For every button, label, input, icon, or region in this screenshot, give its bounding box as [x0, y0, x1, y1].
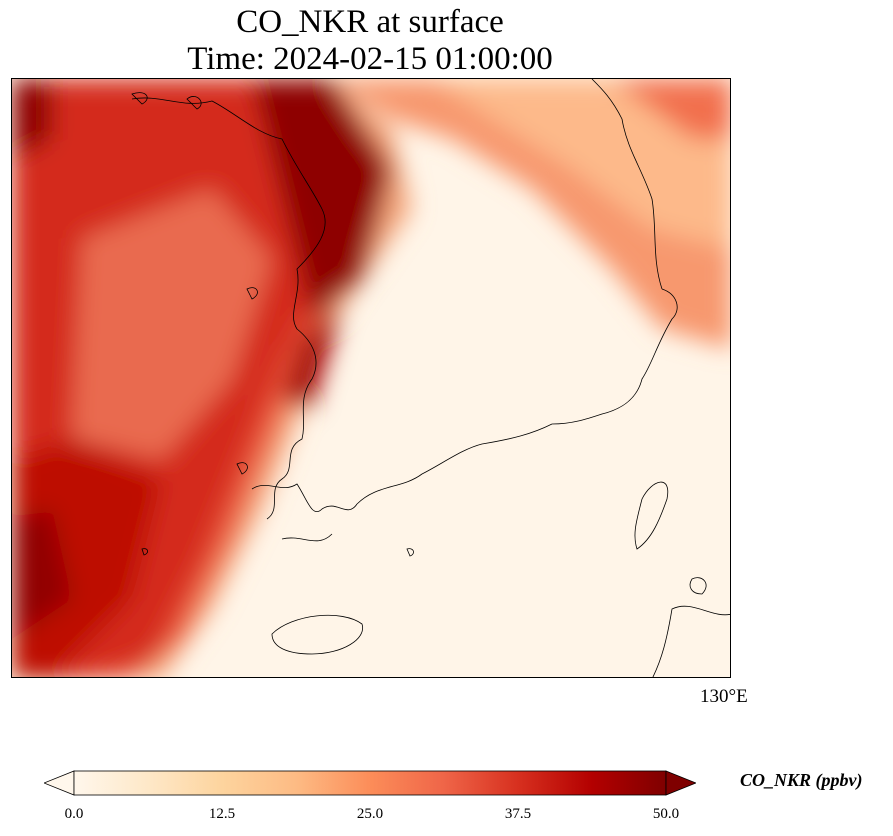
colorbar-min-extend: [44, 770, 75, 796]
colorbar-label: CO_NKR (ppbv): [740, 770, 863, 790]
colorbar-max-extend: [665, 770, 696, 796]
longitude-tick-label: 130°E: [700, 686, 748, 707]
concentration-field: [12, 79, 730, 677]
colorbar-tick-label: 50.0: [652, 806, 680, 822]
colorbar: [44, 770, 696, 796]
colorbar-tick-label: 12.5: [208, 806, 236, 822]
map-panel: [11, 78, 731, 678]
colorbar-tick-label: 25.0: [356, 806, 384, 822]
colorbar-tick-label: 0.0: [64, 806, 84, 822]
colorbar-gradient: [73, 770, 667, 796]
colorbar-tick-label: 37.5: [504, 806, 532, 822]
map-time-subtitle: Time: 2024-02-15 01:00:00: [187, 41, 553, 77]
coastline: [131, 79, 730, 677]
map-title: CO_NKR at surface: [236, 4, 504, 40]
